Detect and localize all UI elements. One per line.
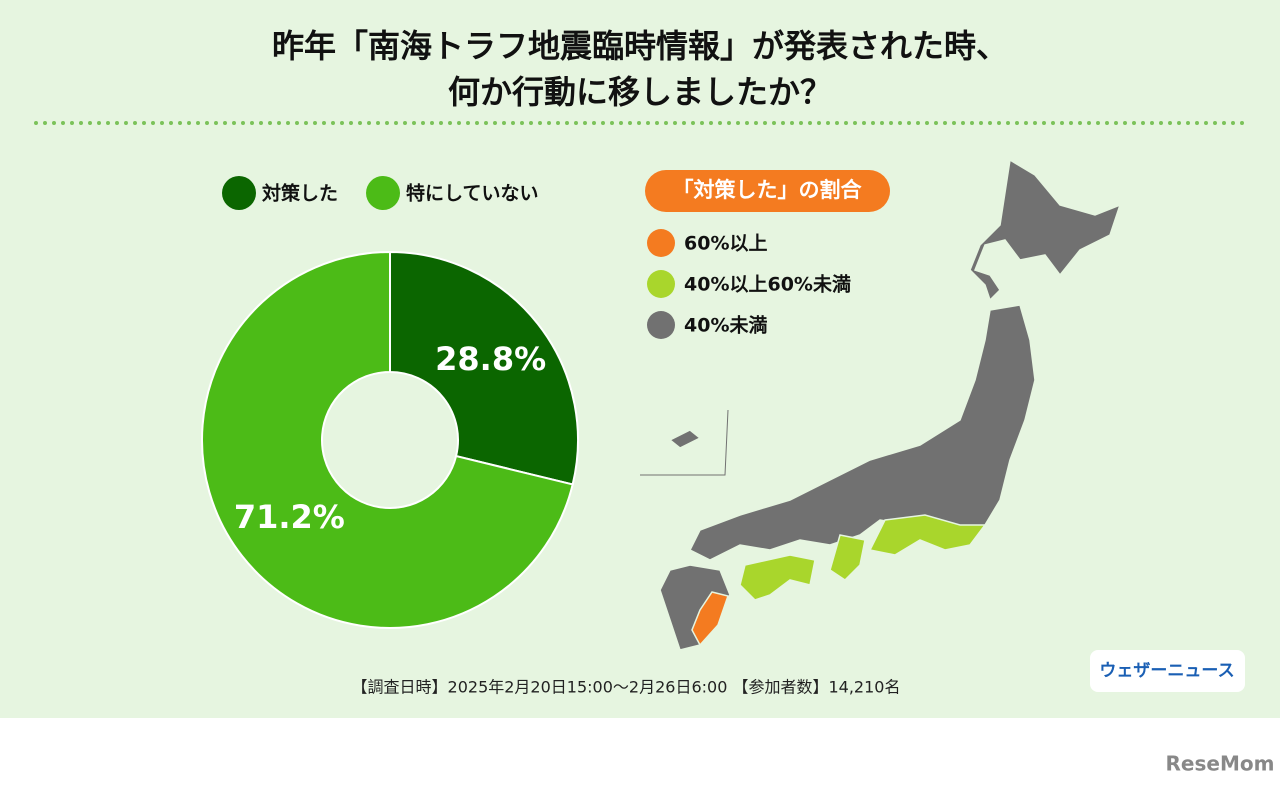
kii	[829, 534, 866, 581]
japan-map	[640, 158, 1122, 651]
honshu	[688, 304, 1036, 561]
chart-title: 昨年「南海トラフ地震臨時情報」が発表された時、	[272, 27, 1008, 65]
map-legend-swatch	[647, 311, 675, 339]
logo-box	[1090, 650, 1245, 692]
pie-slice	[389, 250, 579, 486]
pie-slice	[201, 250, 574, 629]
legend-swatch	[366, 176, 401, 210]
background	[0, 0, 1280, 718]
map-legend-label: 40%未満	[684, 314, 767, 337]
chart-title: 何か行動に移しましたか？	[448, 73, 832, 111]
inset-border	[640, 409, 729, 476]
shikoku	[739, 554, 816, 601]
kyushu	[659, 564, 731, 651]
map-legend-label: 40%以上60%未満	[684, 273, 851, 296]
legend-swatch	[222, 176, 256, 210]
miyazaki	[691, 591, 729, 647]
map-title-badge	[645, 170, 890, 212]
value-label: 71.2%	[234, 498, 345, 536]
islands	[668, 429, 702, 449]
map-legend-label: 60%以上	[684, 233, 767, 255]
logo: ウェザーニュース	[1099, 661, 1234, 681]
watermark: ReseMom	[1166, 752, 1275, 776]
map-legend-swatch	[647, 270, 675, 298]
map-title: 「対策した」の割合	[673, 178, 863, 202]
legend-label: 対策した	[261, 182, 338, 205]
hokkaido	[969, 158, 1122, 302]
legend-label: 特にしていない	[406, 183, 538, 205]
map-legend-swatch	[647, 229, 675, 257]
tokai	[868, 514, 987, 556]
value-label: 28.8%	[435, 340, 546, 378]
footer: 【調査日時】2025年2月20日15:00～2月26日6:00 【参加者数】14…	[352, 678, 901, 697]
